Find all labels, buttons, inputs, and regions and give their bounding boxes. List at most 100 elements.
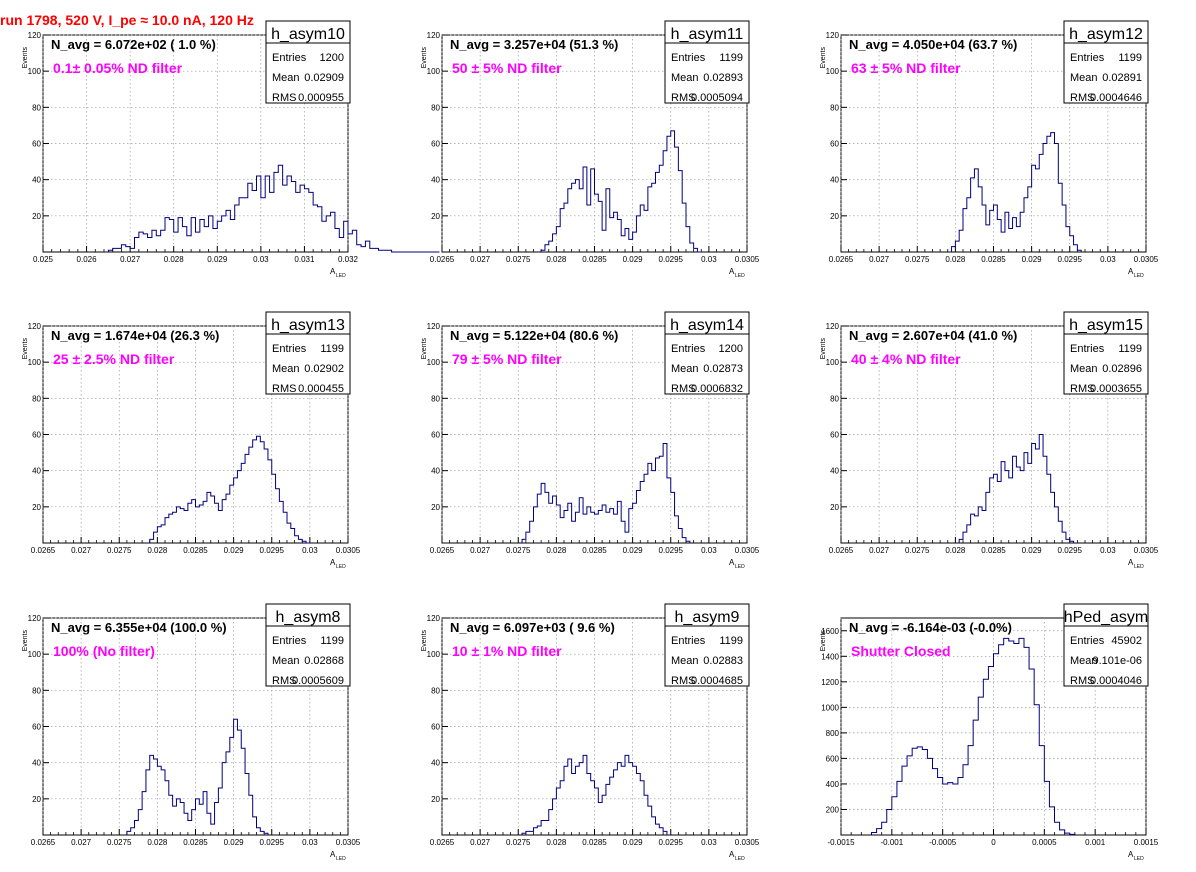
filter-annotation: 25 ± 2.5% ND filter <box>53 351 175 367</box>
y-axis-label: Events <box>820 47 827 69</box>
x-tick-label: 0.0275 <box>506 546 531 555</box>
histogram-bin <box>994 474 998 543</box>
histogram-bin <box>261 198 265 252</box>
x-tick-label: 0.029 <box>623 255 644 264</box>
histogram-bin <box>1005 471 1009 543</box>
histogram-bin <box>1070 236 1074 252</box>
histogram-bin <box>644 795 648 835</box>
stats-title: h_asym12 <box>1069 26 1143 43</box>
histogram-bin <box>260 831 264 835</box>
histogram-bin <box>207 492 211 543</box>
y-tick-label: 120 <box>427 322 441 331</box>
histogram-bin <box>1013 456 1017 543</box>
histogram-line <box>107 164 440 253</box>
histogram-bin <box>678 529 682 543</box>
histogram-bin <box>157 527 161 543</box>
histogram-bin <box>556 227 560 252</box>
histogram-bin <box>675 147 679 252</box>
histogram-bin <box>663 831 667 835</box>
histogram-bin <box>994 654 999 835</box>
histogram-bin <box>990 478 994 543</box>
histogram-bin <box>182 227 186 252</box>
stats-box <box>1063 333 1149 395</box>
histogram-bin <box>235 205 239 252</box>
stats-value: 0.0004685 <box>691 675 743 687</box>
x-tick-label: 0.029 <box>207 255 228 264</box>
stats-title: hPed_asym <box>1064 609 1149 626</box>
histogram-bin <box>237 730 241 835</box>
histogram-bin <box>291 529 295 543</box>
histogram-bin <box>188 821 192 835</box>
histogram-bin <box>121 245 125 252</box>
histogram-bin <box>204 227 208 252</box>
histogram-bin <box>545 821 549 835</box>
histogram-bin <box>180 509 184 543</box>
histogram-bin <box>955 241 959 252</box>
filter-annotation: 63 ± 5% ND filter <box>851 60 961 76</box>
stats-label: Entries <box>1070 343 1105 355</box>
stats-value: 0.000455 <box>298 383 344 395</box>
histogram-bin <box>648 806 652 835</box>
y-tick-label: 80 <box>32 103 41 112</box>
histogram-bin <box>237 471 241 543</box>
histogram-bin <box>572 183 576 252</box>
histogram-bin <box>556 788 560 835</box>
x-tick-label: 0.0005 <box>1032 838 1057 847</box>
histogram-bin <box>978 697 983 835</box>
histogram-bin <box>556 505 560 543</box>
histogram-bin <box>1020 471 1024 543</box>
histogram-bin <box>640 482 644 543</box>
histogram-bin <box>986 492 990 543</box>
histogram-bin <box>1051 492 1055 543</box>
x-tick-label: 0.0295 <box>659 546 684 555</box>
histogram-bin <box>553 496 557 543</box>
y-tick-label: 1400 <box>821 652 839 661</box>
histogram-bin <box>365 241 369 252</box>
x-tick-label: 0.0285 <box>582 546 607 555</box>
stats-title: h_asym10 <box>271 26 345 43</box>
histogram-bin <box>633 232 637 252</box>
histogram-bin <box>663 444 667 543</box>
x-tick-label: 0.027 <box>120 255 141 264</box>
histogram-bin <box>922 749 927 835</box>
x-tick-label: 0.027 <box>869 255 890 264</box>
x-tick-label: 0.0265 <box>31 546 56 555</box>
y-tick-label: 800 <box>826 729 840 738</box>
histogram-bin <box>169 514 173 543</box>
histogram-bin <box>671 492 675 543</box>
y-axis-label: Events <box>421 338 428 360</box>
histogram-bin <box>150 539 154 543</box>
y-tick-label: 40 <box>830 467 839 476</box>
histogram-bin <box>265 176 269 252</box>
y-tick-label: 40 <box>431 759 440 768</box>
histogram-bin <box>892 797 897 835</box>
histogram-bin <box>610 218 614 252</box>
x-tick-label: 0.03 <box>1100 546 1116 555</box>
histogram-bin <box>192 810 196 835</box>
histogram-bin <box>1029 669 1034 835</box>
y-tick-label: 40 <box>431 467 440 476</box>
y-tick-label: 40 <box>32 176 41 185</box>
x-tick-label: -0.0005 <box>929 838 957 847</box>
y-tick-label: 120 <box>826 31 840 40</box>
histogram-bin <box>621 521 625 543</box>
histogram-bin <box>602 230 606 252</box>
x-tick-label: 0.028 <box>147 838 168 847</box>
histogram-bin <box>1024 198 1028 252</box>
y-tick-label: 60 <box>431 723 440 732</box>
stats-value: 45902 <box>1111 635 1142 647</box>
histogram-bin <box>978 507 982 543</box>
stats-label: Mean <box>272 655 300 667</box>
histogram-bin <box>522 833 526 835</box>
histogram-bin <box>617 763 621 835</box>
histogram-bin <box>1058 183 1062 252</box>
histogram-bin <box>963 765 968 835</box>
histogram-bin <box>150 755 154 835</box>
histogram-bin <box>614 770 618 835</box>
x-tick-label: 0.0285 <box>582 255 607 264</box>
filter-annotation: 40 ± 4% ND filter <box>851 351 961 367</box>
stats-value: 1199 <box>320 635 344 647</box>
x-tick-label: 0.029 <box>623 838 644 847</box>
stats-label: Mean <box>1070 363 1098 375</box>
histogram-bin <box>690 243 694 252</box>
